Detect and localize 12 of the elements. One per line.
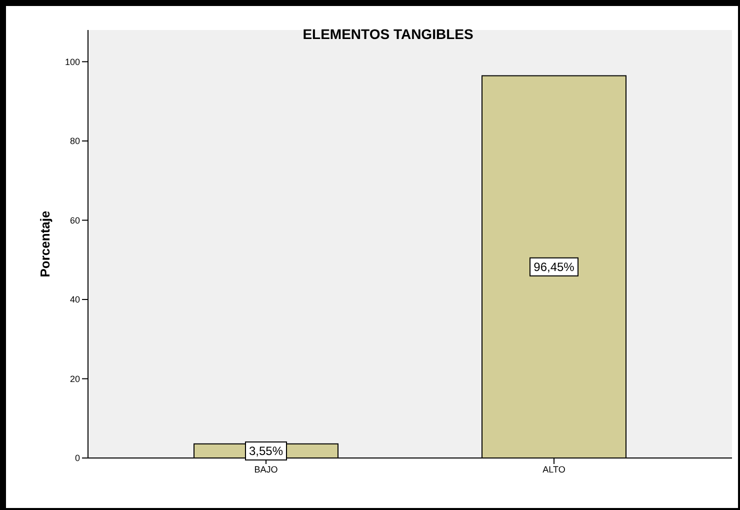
y-tick-label: 80 <box>70 136 80 146</box>
y-tick-label: 100 <box>64 56 80 67</box>
chart-title: ELEMENTOS TANGIBLES <box>302 26 474 42</box>
data-label: 3,55% <box>248 444 284 458</box>
y-tick-label: 60 <box>70 215 80 226</box>
x-tick-label: BAJO <box>254 464 278 474</box>
data-label: 96,45% <box>534 260 575 274</box>
y-tick-label: 40 <box>70 294 80 305</box>
x-tick-label: ALTO <box>542 464 566 474</box>
y-tick-label: 20 <box>70 374 80 384</box>
y-tick-label: 0 <box>74 453 80 464</box>
y-axis-title: Porcentaje <box>38 210 52 278</box>
